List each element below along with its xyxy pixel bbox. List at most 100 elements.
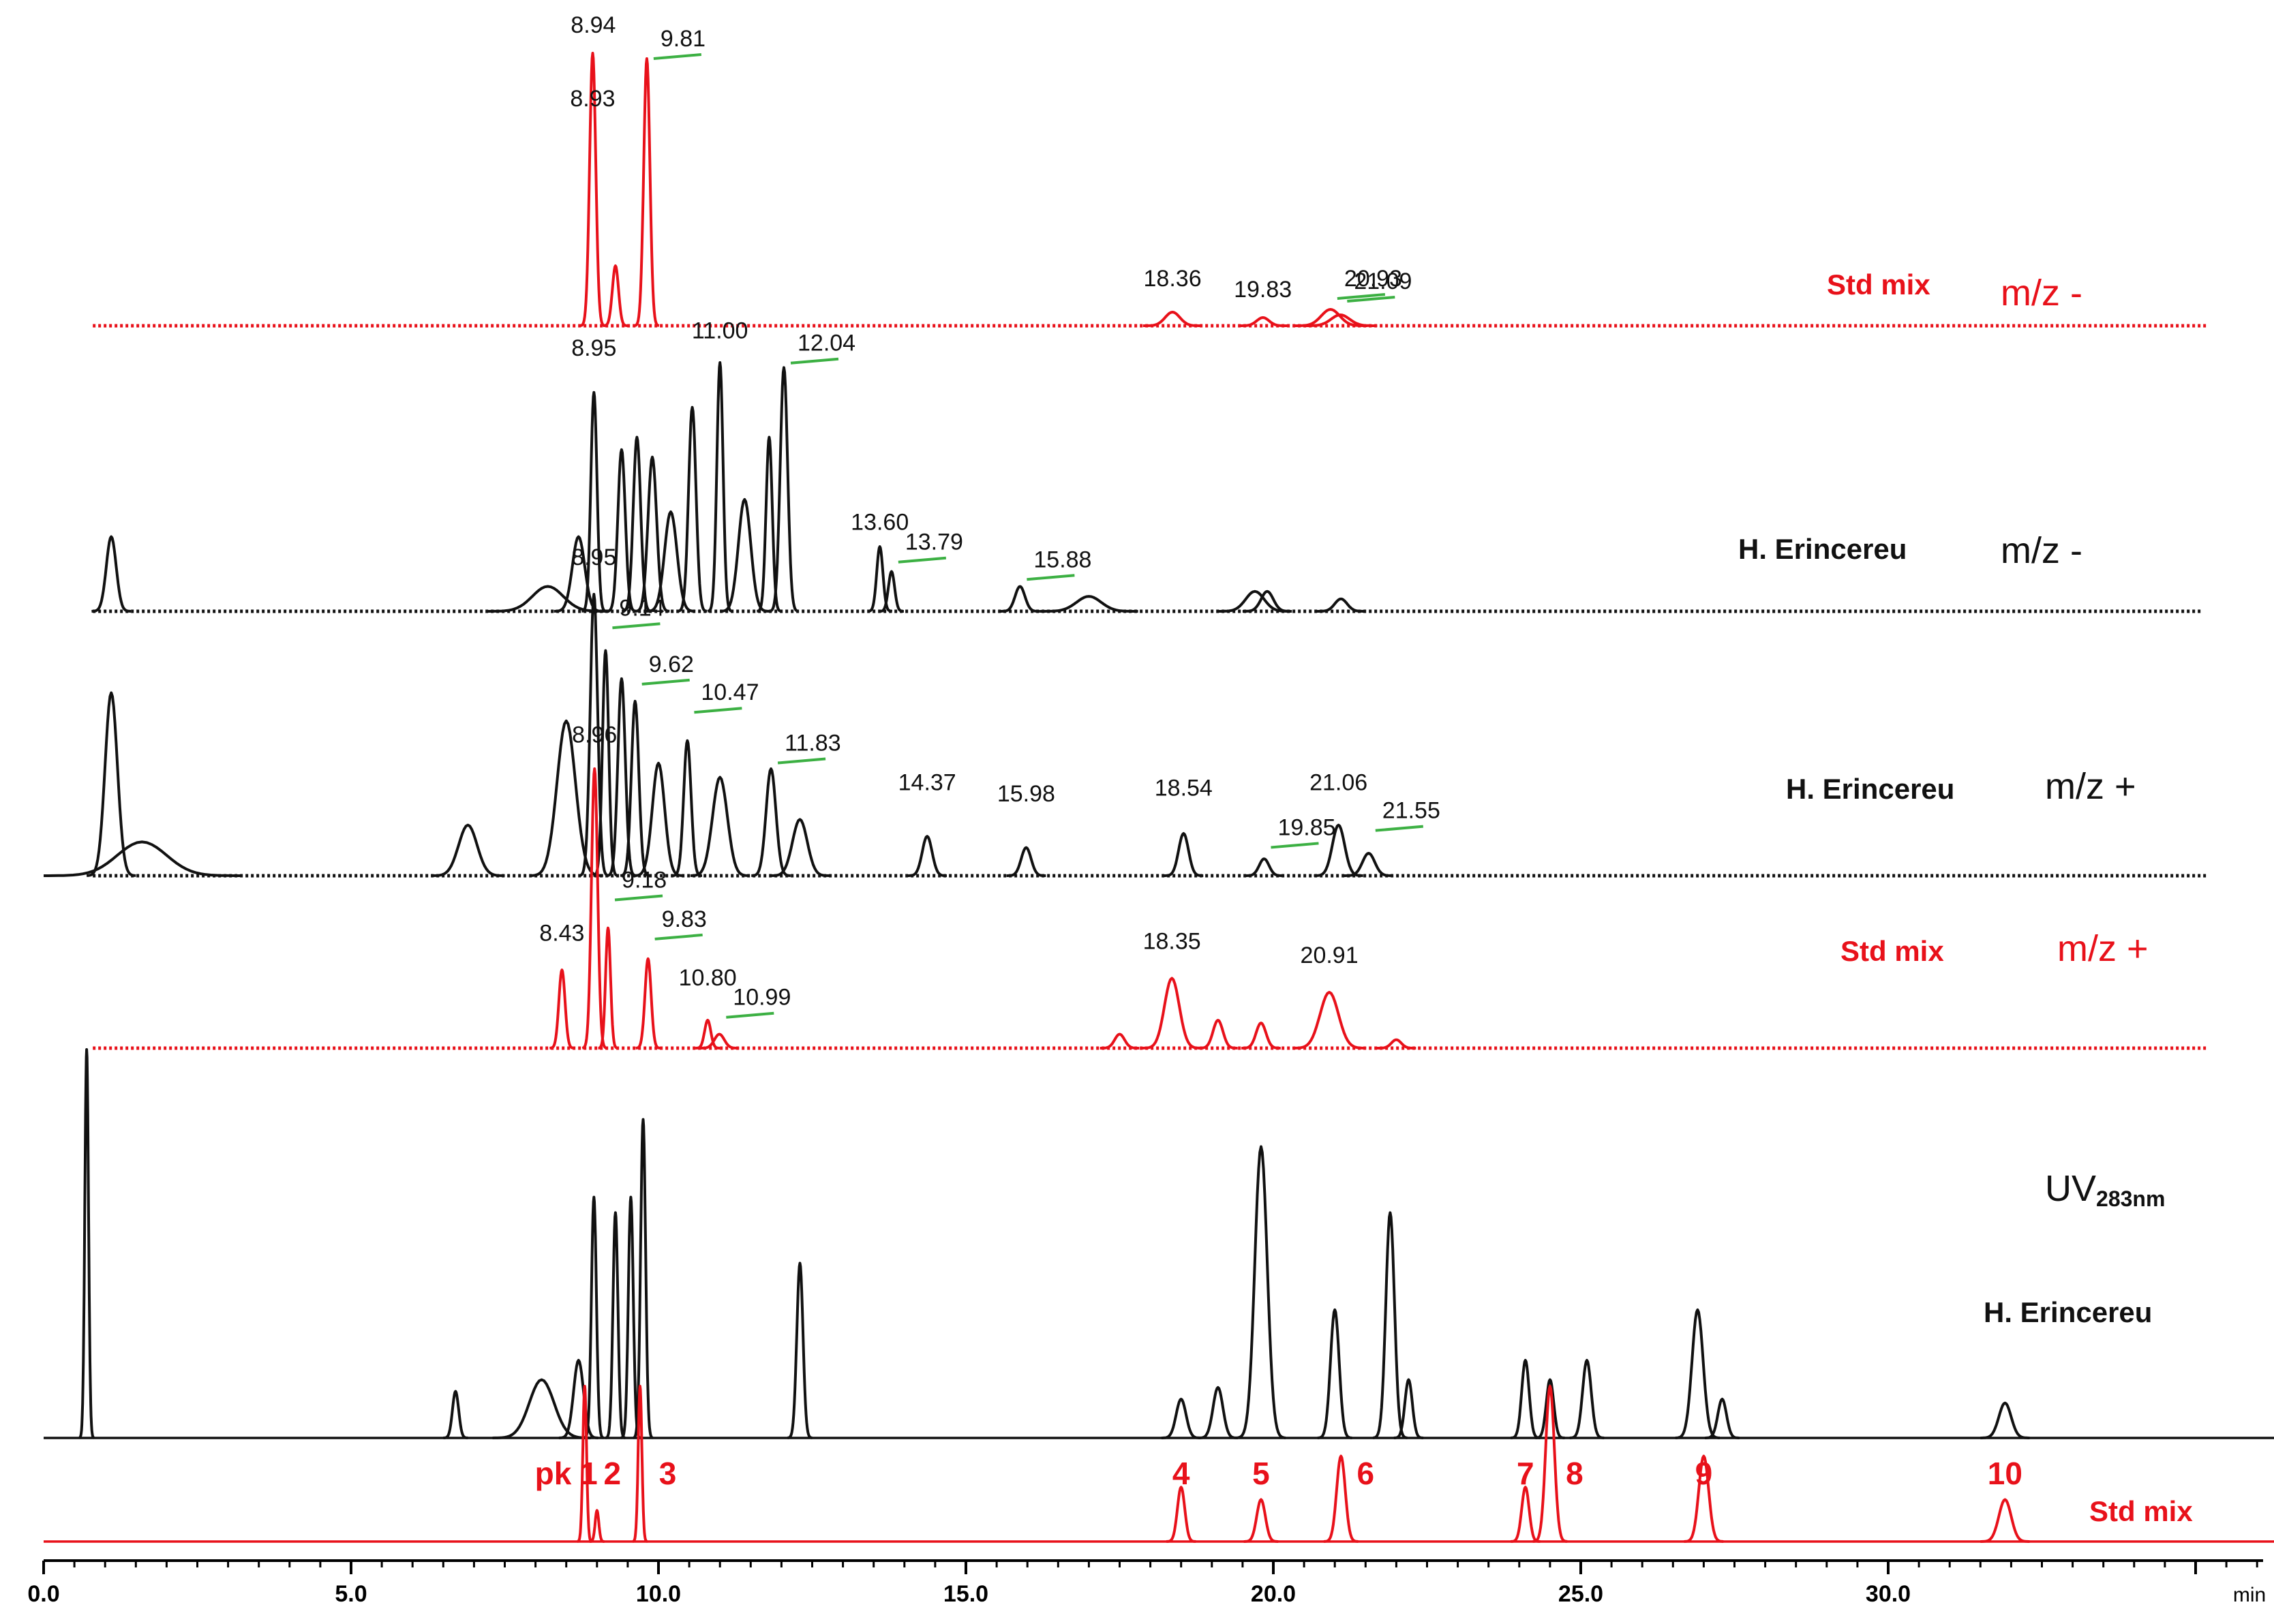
label-leader-15.88 [1027, 574, 1075, 581]
peak-sample-pos-6.9 [431, 823, 505, 877]
peak-sample-uv-24.1 [1510, 1359, 1541, 1439]
trace-name-sample-neg: H. Erincereu [1738, 533, 1907, 565]
peak-sample-uv-31.9 [1980, 1401, 2030, 1439]
peak-sample-uv-8.1 [492, 1378, 591, 1439]
trace-sample-neg [91, 361, 2202, 613]
peak-sample-uv-27.3 [1704, 1398, 1740, 1439]
peak-std-pos-9.18 [597, 926, 619, 1050]
x-unit-label: min [2233, 1584, 2266, 1606]
peak-sample-neg-10.55 [677, 405, 708, 613]
peak-label-15.98: 15.98 [997, 781, 1055, 807]
label-leader-11.83 [777, 757, 826, 765]
x-tick-label-10.0: 10.0 [636, 1581, 681, 1607]
peak-std-pos-10.8 [695, 1019, 721, 1050]
pk-number-6: 6 [1357, 1456, 1375, 1491]
peak-sample-neg-8.95 [581, 390, 607, 613]
trace-mode-sample-neg: m/z - [2001, 530, 2082, 571]
peak-std-uv-8.8 [576, 1385, 593, 1543]
peak-label-21.09: 21.09 [1354, 269, 1412, 294]
x-axis: 0.0 5.0 10.0 15.0 20.0 25.0 30.0 min [27, 1559, 2266, 1607]
peak-sample-uv-0.7 [78, 1048, 95, 1439]
peak-std-pos-22 [1376, 1038, 1416, 1050]
trace-std-uv [44, 1385, 2274, 1543]
trace-mode-std-neg: m/z - [2001, 273, 2082, 313]
traces-layer [44, 52, 2274, 1543]
peak-std-uv-21.1 [1323, 1454, 1359, 1543]
peak-sample-uv-21 [1317, 1308, 1353, 1439]
peak-std-pos-17.5 [1100, 1032, 1140, 1050]
peak-sample-neg-13.6 [866, 545, 893, 613]
peak-sample-uv-25.1 [1569, 1359, 1605, 1439]
x-tick-label-0.0: 0.0 [27, 1581, 59, 1607]
peak-sample-pos-21.55 [1344, 852, 1394, 877]
peak-label-21.06: 21.06 [1309, 769, 1367, 795]
peak-sample-uv-8.7 [558, 1359, 599, 1439]
trace-sample-uv [44, 1048, 2274, 1439]
trace-mode-std-pos: m/z + [2057, 928, 2149, 969]
peak-label-18.35: 18.35 [1143, 929, 1201, 955]
peak-label-8.43: 8.43 [539, 920, 584, 946]
peak-label-8.95: 8.95 [571, 545, 616, 570]
peak-sample-pos-9.4 [606, 677, 637, 877]
trace-name-std-uv: Std mix [2089, 1495, 2193, 1527]
peak-label-14.37: 14.37 [898, 769, 956, 795]
peak-sample-neg-12.04 [768, 366, 800, 613]
peak-sample-neg-15.88 [1000, 585, 1040, 613]
x-tick-label-25.0: 25.0 [1558, 1581, 1603, 1607]
peak-sample-neg-11.8 [756, 435, 783, 613]
trace-sample-pos [44, 593, 2209, 878]
peak-std-neg-19.83 [1238, 316, 1288, 327]
peak-sample-neg-9.9 [635, 455, 670, 613]
peak-label-9.18: 9.18 [622, 868, 667, 893]
peak-sample-neg-1.1 [91, 535, 132, 613]
pk-number-7: 7 [1517, 1456, 1534, 1491]
peak-std-pos-9.83 [635, 957, 661, 1050]
pk-number-2: 2 [604, 1456, 622, 1491]
peak-std-uv-9.7 [631, 1385, 649, 1543]
peak-sample-uv-22.2 [1393, 1378, 1424, 1439]
label-leader-9.14 [612, 622, 661, 630]
peak-std-pos-19.8 [1241, 1022, 1282, 1050]
peak-std-pos-8.96 [581, 767, 608, 1050]
peak-label-9.81: 9.81 [661, 26, 706, 52]
peak-label-18.36: 18.36 [1144, 266, 1202, 292]
pk-number-4: 4 [1172, 1456, 1190, 1491]
peak-std-uv-19.8 [1243, 1498, 1279, 1543]
peak-label-12.04: 12.04 [798, 331, 855, 356]
peak-sample-uv-6.7 [442, 1390, 469, 1439]
x-tick-label-30.0: 30.0 [1866, 1581, 1911, 1607]
label-leader-10.99 [726, 1011, 774, 1019]
peak-sample-neg-21.1 [1316, 597, 1366, 613]
peak-sample-uv-26.9 [1675, 1308, 1720, 1439]
peak-label-8.95: 8.95 [571, 335, 616, 361]
label-leader-13.79 [898, 556, 947, 564]
peak-label-8.94: 8.94 [571, 12, 616, 38]
peak-label-19.85: 19.85 [1277, 814, 1335, 840]
trace-labels: Std mix m/z - H. Erincereu m/z - H. Erin… [1738, 269, 2193, 1527]
peak-sample-neg-19.7 [1217, 589, 1292, 613]
peak-sample-neg-13.79 [878, 570, 905, 613]
peak-std-pos-18.35 [1142, 977, 1202, 1050]
trace-mode-sample-pos: m/z + [2045, 766, 2136, 807]
peak-sample-pos-10 [633, 761, 684, 877]
peak-label-10.99: 10.99 [733, 985, 791, 1011]
peak-sample-uv-19.1 [1198, 1385, 1239, 1439]
trace-mode-sample-uv: UV283nm [2045, 1168, 2165, 1211]
peak-std-uv-18.5 [1166, 1486, 1197, 1543]
peak-sample-pos-19.85 [1244, 857, 1284, 877]
trace-mode-sample-uv-main: UV [2045, 1168, 2096, 1209]
peak-label-10.47: 10.47 [701, 679, 759, 705]
peak-sample-pos-10.47 [671, 739, 703, 877]
peak-label-8.96: 8.96 [572, 722, 617, 748]
label-leader-9.62 [641, 678, 690, 686]
peak-label-21.55: 21.55 [1382, 798, 1440, 824]
peak-label-11.00: 11.00 [692, 318, 748, 343]
peak-label-13.79: 13.79 [905, 530, 963, 555]
peak-sample-uv-12.3 [787, 1261, 813, 1439]
peak-label-20.91: 20.91 [1301, 943, 1359, 968]
label-leader-9.83 [654, 933, 703, 940]
peak-sample-uv-8.95 [583, 1195, 605, 1439]
peak-std-uv-24.1 [1510, 1486, 1541, 1543]
peak-std-uv-9 [588, 1509, 606, 1543]
